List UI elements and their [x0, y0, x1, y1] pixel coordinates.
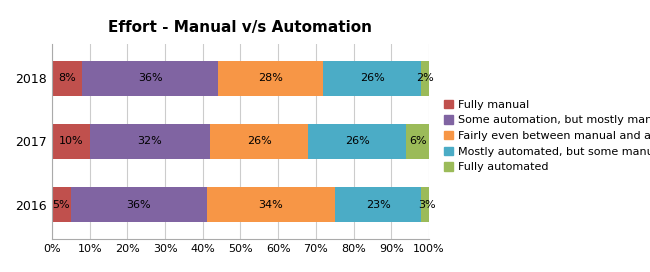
Bar — [52, 61, 82, 96]
Text: 8%: 8% — [58, 73, 76, 83]
Bar — [324, 61, 421, 96]
Bar — [52, 124, 90, 159]
Text: 23%: 23% — [366, 200, 391, 210]
Bar — [90, 124, 211, 159]
Text: 26%: 26% — [345, 137, 370, 146]
Text: 26%: 26% — [360, 73, 385, 83]
Text: 10%: 10% — [58, 137, 83, 146]
Legend: Fully manual, Some automation, but mostly manual, Fairly even between manual and: Fully manual, Some automation, but mostl… — [445, 100, 650, 172]
Bar — [211, 124, 308, 159]
Bar — [335, 187, 421, 222]
Text: 26%: 26% — [247, 137, 272, 146]
Text: 28%: 28% — [258, 73, 283, 83]
Bar — [421, 187, 433, 222]
Text: 36%: 36% — [138, 73, 162, 83]
Text: 34%: 34% — [258, 200, 283, 210]
Text: 2%: 2% — [417, 73, 434, 83]
Bar — [52, 187, 71, 222]
Bar — [218, 61, 324, 96]
Text: 5%: 5% — [53, 200, 70, 210]
Text: 32%: 32% — [138, 137, 162, 146]
Bar — [308, 124, 406, 159]
Bar — [406, 124, 429, 159]
Bar — [421, 61, 429, 96]
Bar — [82, 61, 218, 96]
Text: 36%: 36% — [126, 200, 151, 210]
Bar — [207, 187, 335, 222]
Title: Effort - Manual v/s Automation: Effort - Manual v/s Automation — [109, 20, 372, 35]
Text: 6%: 6% — [409, 137, 426, 146]
Bar — [71, 187, 207, 222]
Text: 3%: 3% — [419, 200, 436, 210]
